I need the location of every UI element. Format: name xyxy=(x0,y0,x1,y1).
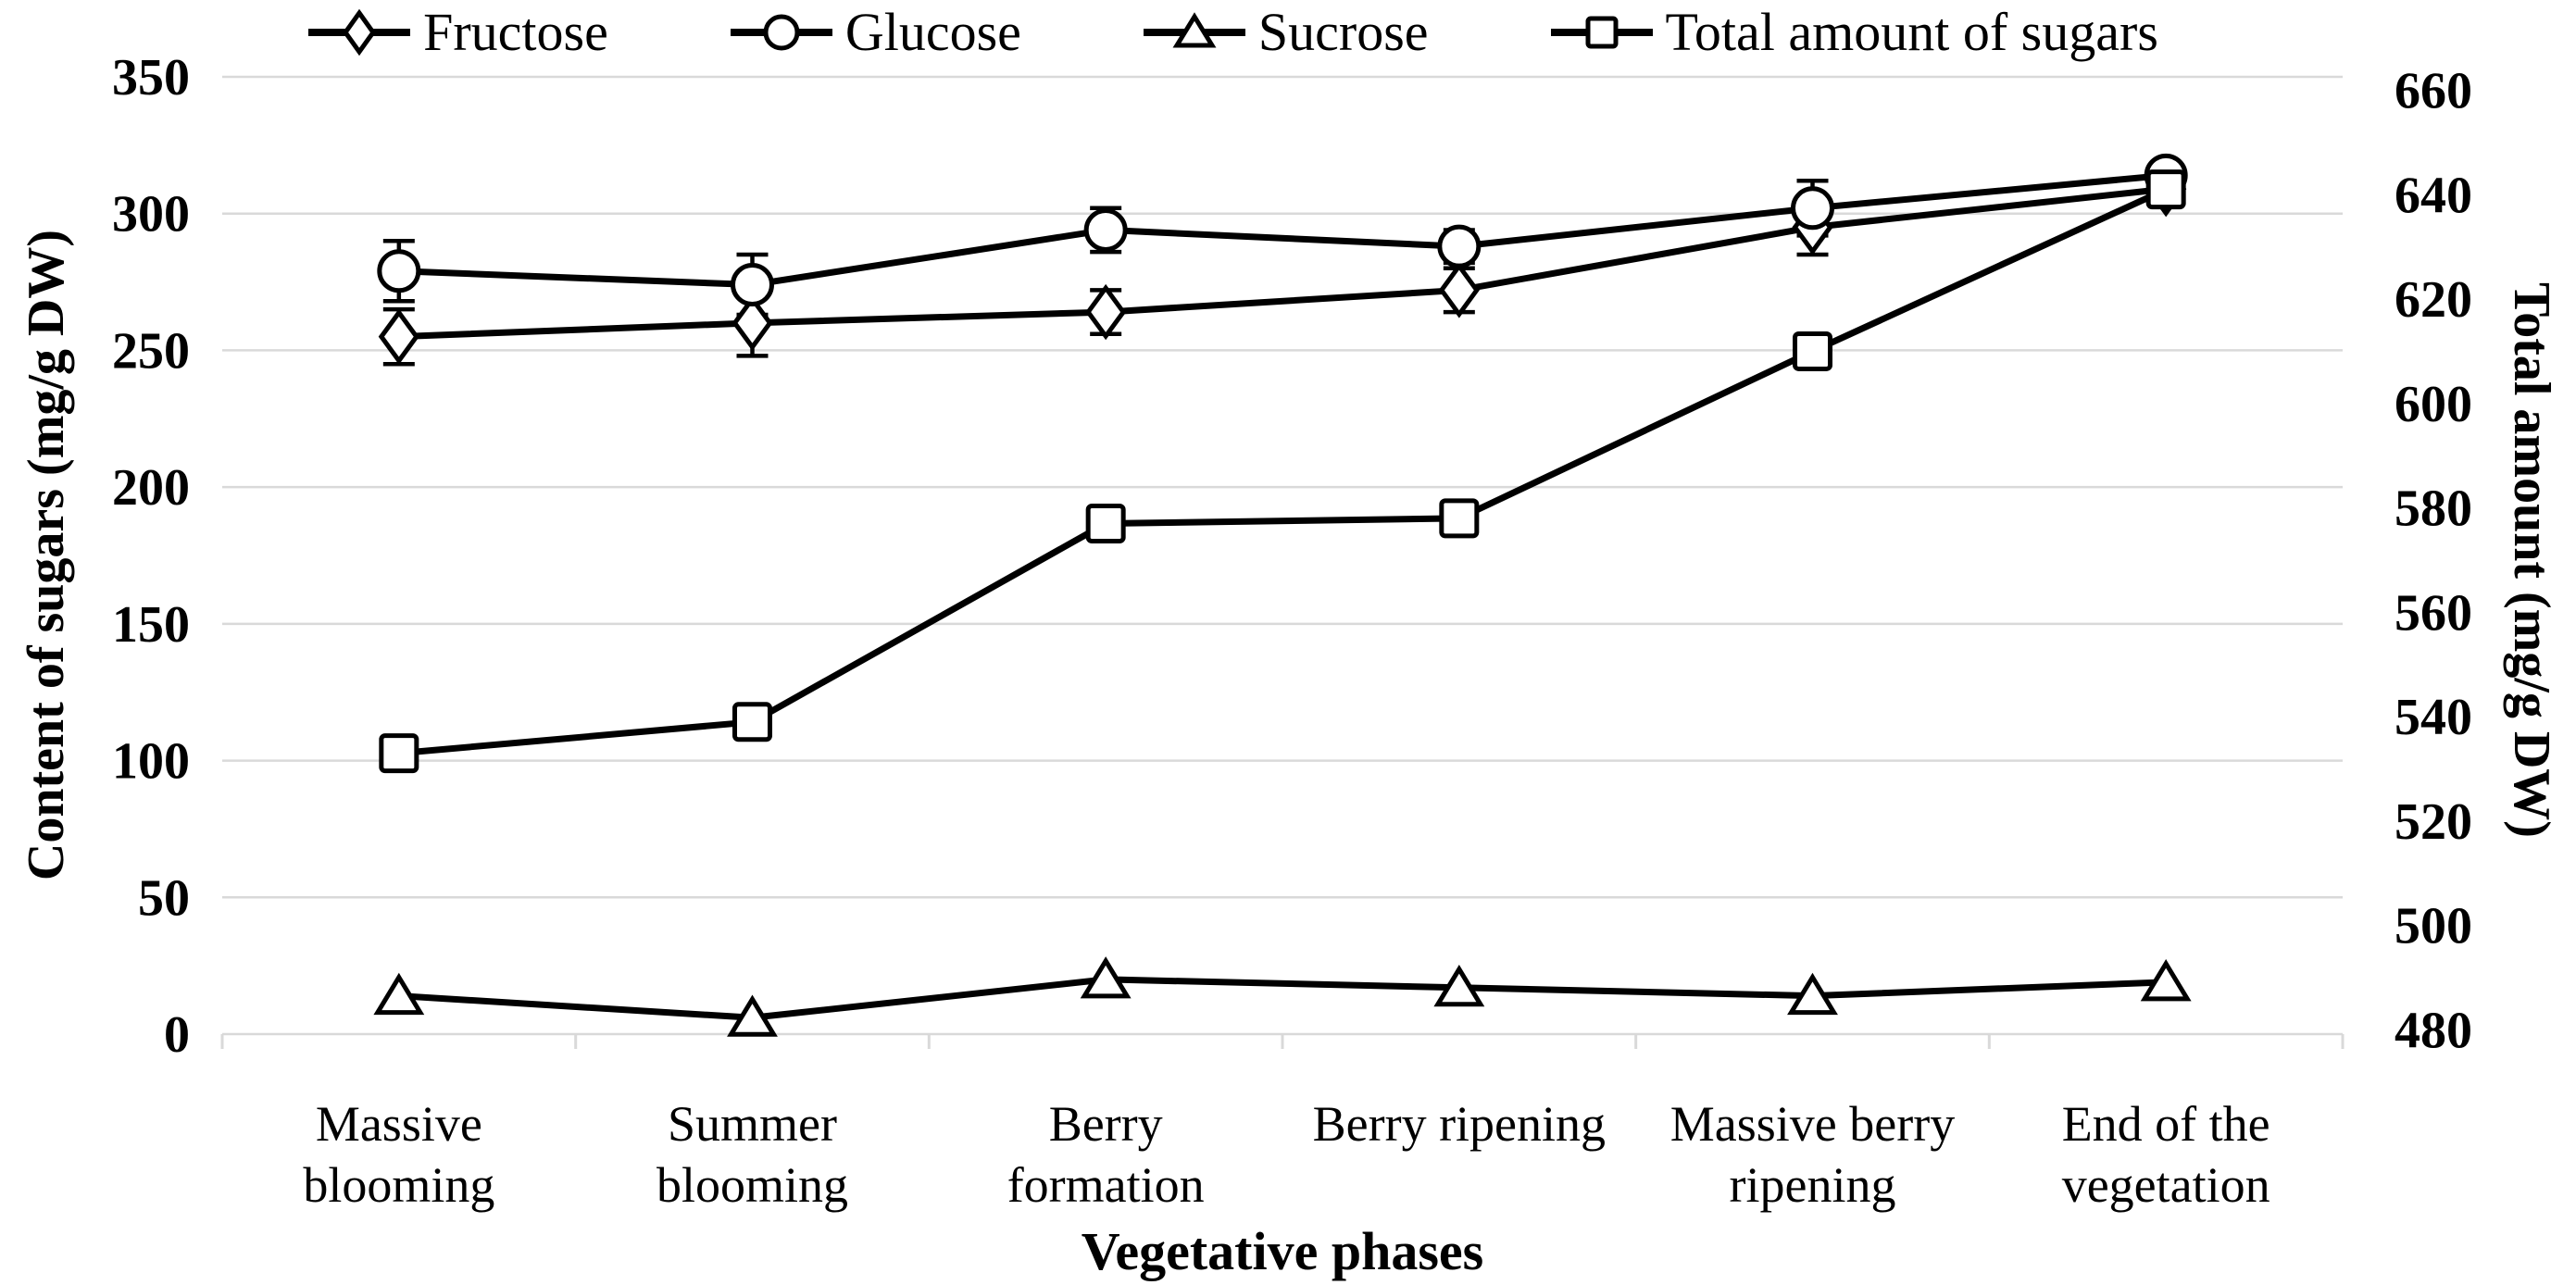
triangle-marker-icon xyxy=(1787,972,1838,1016)
right-axis-tick-label: 540 xyxy=(2395,689,2472,746)
x-category-label: blooming xyxy=(303,1157,494,1213)
x-category-label: Massive berry xyxy=(1670,1096,1955,1152)
x-axis-title: Vegetative phases xyxy=(1081,1221,1484,1281)
diamond-marker-icon xyxy=(378,308,419,365)
square-marker-icon xyxy=(379,733,419,774)
right-axis-tick-label: 660 xyxy=(2395,63,2472,120)
right-axis-tick-label: 480 xyxy=(2395,1003,2472,1060)
legend-item-circle: Glucose xyxy=(727,6,1021,59)
right-axis-tick-label: 620 xyxy=(2395,271,2472,329)
left-axis-tick-label: 100 xyxy=(112,733,190,791)
x-category-label: Berry ripening xyxy=(1313,1096,1606,1152)
series-line-diamond xyxy=(398,185,2167,341)
triangle-marker-icon xyxy=(727,994,778,1037)
left-axis-tick-label: 350 xyxy=(112,49,190,106)
right-axis-tick-label: 500 xyxy=(2395,898,2472,955)
series-line-triangle xyxy=(398,976,2167,1021)
square-marker-icon xyxy=(2145,169,2186,210)
circle-marker-icon xyxy=(377,249,421,293)
x-category-label: Massive xyxy=(316,1096,482,1152)
square-marker-icon xyxy=(1085,504,1126,544)
diamond-marker-icon xyxy=(732,294,773,352)
x-category-label: Summer xyxy=(668,1096,837,1152)
square-marker-icon xyxy=(732,702,772,742)
right-axis-tick-label: 560 xyxy=(2395,584,2472,642)
diamond-marker-icon xyxy=(1085,283,1127,341)
circle-marker-icon xyxy=(1791,186,1834,231)
x-category-label: vegetation xyxy=(2062,1157,2270,1213)
left-axis-tick-label: 250 xyxy=(112,322,190,380)
triangle-marker-icon xyxy=(1172,12,1217,48)
legend-item-square: Total amount of sugars xyxy=(1547,6,2158,59)
x-category-label: ripening xyxy=(1730,1157,1896,1213)
x-category-label: Berry xyxy=(1049,1096,1163,1152)
diamond-marker-icon xyxy=(1438,262,1480,318)
left-axis-tick-label: 50 xyxy=(138,869,190,927)
legend-label: Fructose xyxy=(423,2,608,62)
triangle-marker-icon xyxy=(373,972,425,1016)
legend-label: Sucrose xyxy=(1257,2,1429,62)
triangle-marker-icon xyxy=(1433,964,1485,1007)
square-marker-icon xyxy=(1439,498,1480,539)
circle-marker-icon xyxy=(731,263,774,307)
left-axis-title: Content of sugars (mg/g DW) xyxy=(18,230,75,881)
diamond-marker-icon xyxy=(343,8,377,56)
left-axis-tick-label: 200 xyxy=(112,459,190,517)
circle-marker-icon xyxy=(1437,224,1482,268)
series-line-circle xyxy=(398,171,2167,289)
left-axis-tick-label: 300 xyxy=(112,186,190,243)
legend-label: Glucose xyxy=(844,2,1021,62)
legend: Fructose Glucose Sucrose Total amount of su… xyxy=(0,6,2463,59)
right-axis-tick-label: 520 xyxy=(2395,793,2472,851)
left-axis-tick-label: 0 xyxy=(164,1006,190,1064)
legend-item-triangle: Sucrose xyxy=(1140,6,1429,59)
legend-label: Total amount of sugars xyxy=(1665,2,2158,62)
legend-item-diamond: Fructose xyxy=(305,6,608,59)
left-axis-tick-label: 150 xyxy=(112,596,190,654)
circle-marker-icon xyxy=(1083,207,1128,252)
square-marker-icon xyxy=(1585,16,1619,49)
x-category-label: blooming xyxy=(657,1157,848,1213)
legend-square-icon xyxy=(1550,16,1653,49)
right-axis-tick-label: 600 xyxy=(2395,376,2472,433)
triangle-marker-icon xyxy=(2140,959,2192,1002)
x-category-label: End of the xyxy=(2062,1096,2270,1152)
right-axis-tick-label: 640 xyxy=(2395,167,2472,224)
x-category-label: formation xyxy=(1007,1157,1205,1213)
series-line-square xyxy=(398,186,2168,757)
right-axis-title: Total amount (mg/g DW) xyxy=(2503,282,2560,838)
right-axis-tick-label: 580 xyxy=(2395,480,2472,538)
triangle-marker-icon xyxy=(1080,956,1132,999)
legend-triangle-icon xyxy=(1143,12,1245,48)
legend-diamond-icon xyxy=(308,8,411,56)
circle-marker-icon xyxy=(763,14,800,51)
square-marker-icon xyxy=(1793,331,1832,371)
legend-circle-icon xyxy=(730,14,832,51)
